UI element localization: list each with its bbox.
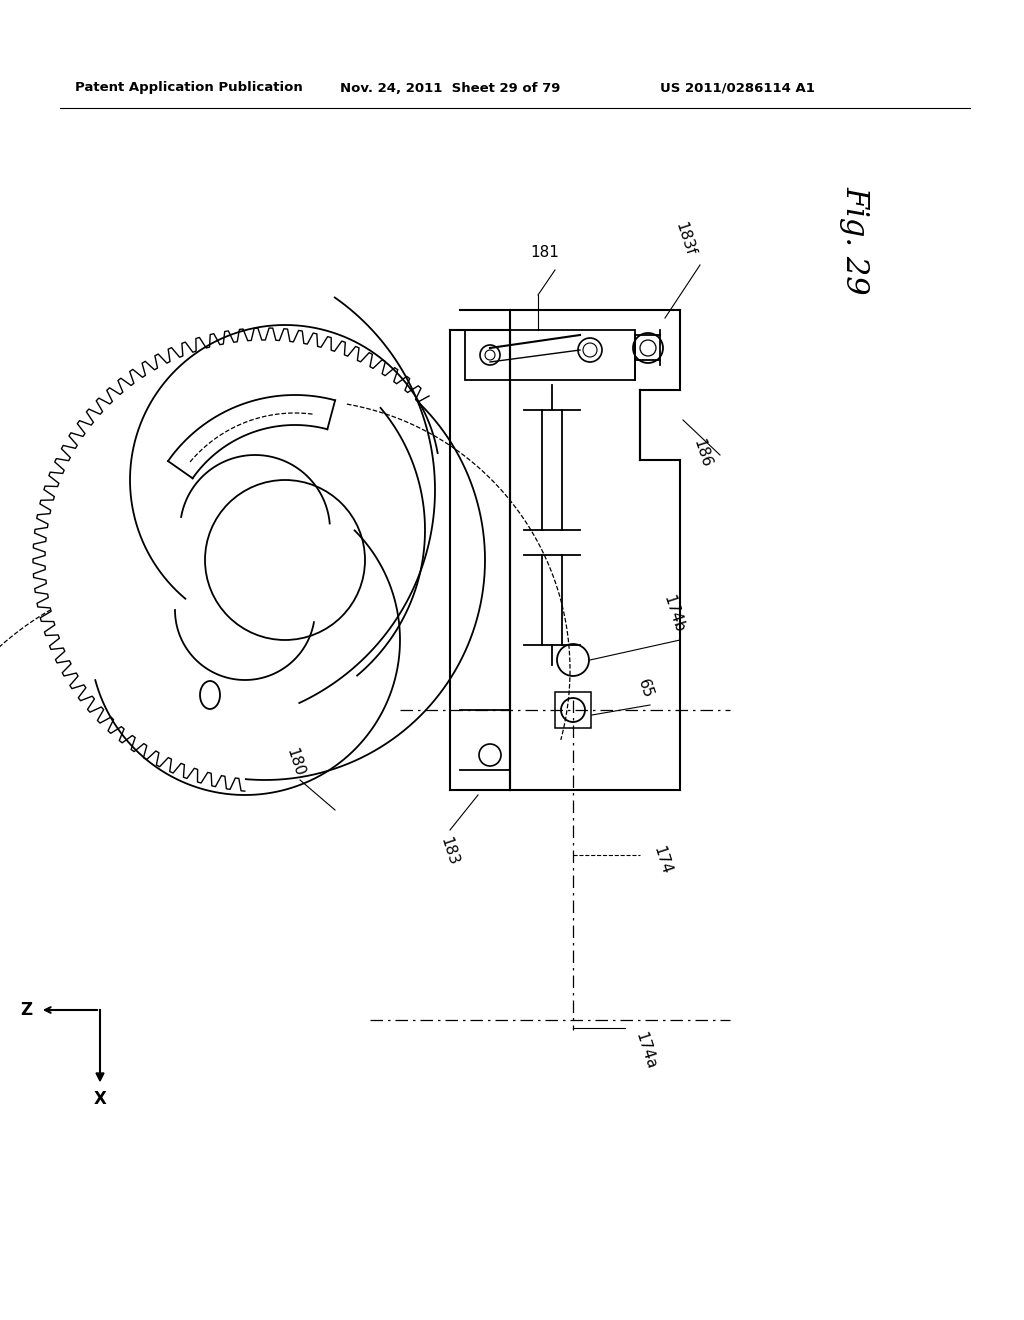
Bar: [555, 692, 591, 729]
Text: 174: 174: [650, 843, 673, 876]
Bar: [465, 330, 635, 380]
Text: X: X: [93, 1090, 106, 1107]
Text: 186: 186: [690, 437, 714, 469]
Text: 174b: 174b: [660, 594, 686, 635]
Text: 183f: 183f: [672, 220, 697, 257]
Text: US 2011/0286114 A1: US 2011/0286114 A1: [660, 82, 815, 95]
Text: 65: 65: [635, 677, 655, 700]
Text: Patent Application Publication: Patent Application Publication: [75, 82, 303, 95]
Text: Z: Z: [19, 1001, 32, 1019]
Text: 174a: 174a: [632, 1030, 658, 1071]
Text: 180: 180: [284, 746, 306, 777]
Text: Nov. 24, 2011  Sheet 29 of 79: Nov. 24, 2011 Sheet 29 of 79: [340, 82, 560, 95]
FancyArrow shape: [96, 1065, 104, 1081]
Text: 183: 183: [437, 836, 460, 867]
Text: Fig. 29: Fig. 29: [840, 186, 870, 294]
Text: 181: 181: [530, 246, 559, 260]
